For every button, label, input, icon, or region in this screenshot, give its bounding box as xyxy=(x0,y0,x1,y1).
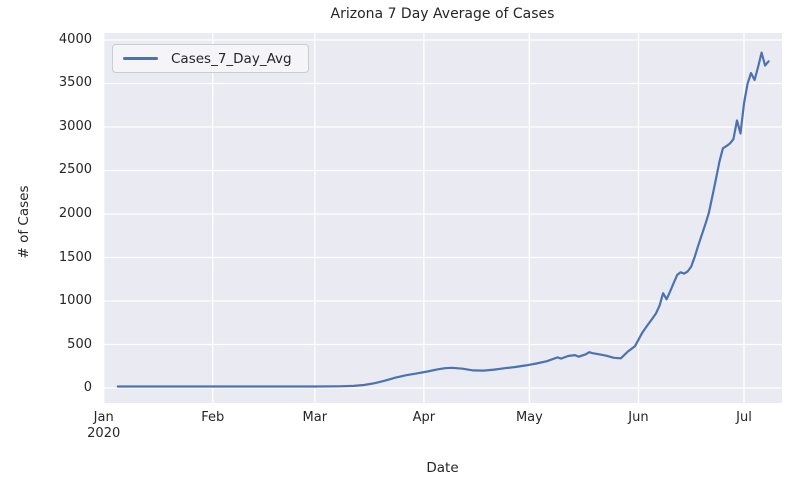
y-tick-label-3000: 3000 xyxy=(58,118,92,134)
y-tick-label-1000: 1000 xyxy=(58,293,92,308)
x-tick-label-jun: Jun xyxy=(628,410,649,425)
plot-svg xyxy=(103,33,782,403)
x-tick-label-apr: Apr xyxy=(412,410,436,425)
legend-line-sample-icon xyxy=(123,57,158,60)
y-tick-label-1500: 1500 xyxy=(58,249,92,265)
y-tick-label-2000: 2000 xyxy=(58,205,92,221)
legend-label: Cases_7_Day_Avg xyxy=(171,50,292,67)
y-axis-label: # of Cases xyxy=(16,185,32,259)
y-tick-label-4000: 4000 xyxy=(58,31,92,47)
chart-title: Arizona 7 Day Average of Cases xyxy=(330,6,555,22)
x-tick-label-jul: Jul xyxy=(736,410,752,425)
legend: Cases_7_Day_Avg xyxy=(112,44,309,73)
x-tick-label-may: May xyxy=(515,410,543,425)
y-tick-label-2500: 2500 xyxy=(58,162,92,178)
y-tick-label-3500: 3500 xyxy=(58,75,92,91)
x-tick-label-mar: Mar xyxy=(302,410,328,425)
plot-area: Cases_7_Day_Avg xyxy=(103,33,782,403)
x-tick-label-jan: Jan 2020 xyxy=(67,410,141,442)
x-tick-sublabel-year: 2020 xyxy=(87,426,121,441)
y-tick-label-500: 500 xyxy=(67,336,92,352)
y-tick-label-0: 0 xyxy=(83,380,92,396)
x-axis-label: Date xyxy=(426,460,459,476)
x-tick-label-feb: Feb xyxy=(201,410,225,425)
